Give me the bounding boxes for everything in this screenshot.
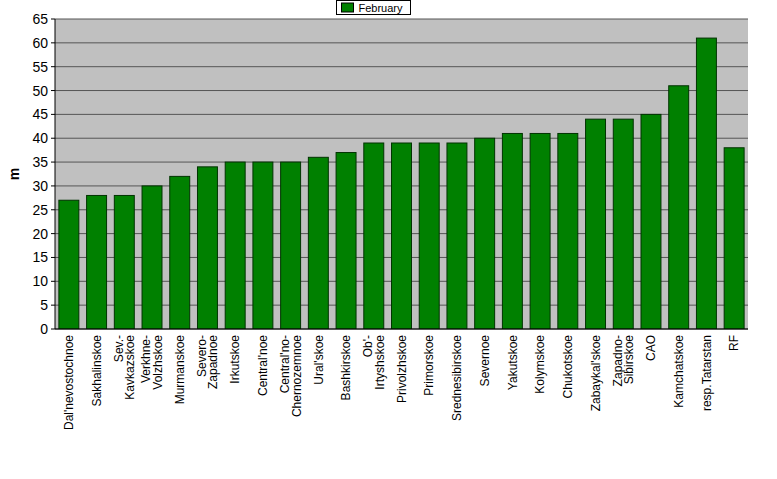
tick-mark bbox=[51, 138, 55, 139]
bar bbox=[308, 157, 328, 329]
tick-label: 35 bbox=[32, 154, 48, 170]
category-label: Primorskoe bbox=[422, 335, 436, 396]
category-label: Central'no-Chernozemnoe bbox=[278, 335, 304, 417]
tick-mark bbox=[51, 162, 55, 163]
grid-line bbox=[55, 329, 748, 330]
category-label: Murmanskoe bbox=[173, 335, 187, 405]
bar bbox=[336, 153, 356, 329]
bar bbox=[447, 143, 467, 329]
tick-label: 5 bbox=[40, 297, 48, 313]
tick-label: 0 bbox=[40, 321, 48, 337]
category-label: CAO bbox=[644, 335, 658, 361]
bar bbox=[586, 119, 606, 329]
plot-background bbox=[55, 19, 748, 329]
bar bbox=[281, 162, 301, 329]
bar bbox=[87, 195, 107, 329]
legend-box bbox=[337, 1, 411, 15]
tick-label: 20 bbox=[32, 226, 48, 242]
tick-label: 25 bbox=[32, 202, 48, 218]
bar bbox=[419, 143, 439, 329]
tick-mark bbox=[51, 209, 55, 210]
tick-label: 40 bbox=[32, 130, 48, 146]
category-label: Sakhalinskoe bbox=[90, 335, 104, 407]
grid-line bbox=[55, 42, 748, 43]
tick-label: 55 bbox=[32, 59, 48, 75]
category-label: resp.Tatarstan bbox=[700, 335, 714, 411]
tick-label: 10 bbox=[32, 273, 48, 289]
bars bbox=[59, 38, 744, 329]
category-label: Chukotskoe bbox=[561, 335, 575, 399]
tick-label: 50 bbox=[32, 83, 48, 99]
bar bbox=[59, 200, 79, 329]
category-label: Ural'skoe bbox=[312, 335, 326, 385]
tick-mark bbox=[51, 305, 55, 306]
category-label: Yakutskoe bbox=[506, 335, 520, 390]
category-label: Severo-Zapadnoe bbox=[195, 335, 221, 389]
tick-mark bbox=[51, 66, 55, 67]
tick-label: 60 bbox=[32, 35, 48, 51]
category-label: Severnoe bbox=[478, 335, 492, 387]
category-label: RF bbox=[727, 335, 741, 351]
bar bbox=[114, 195, 134, 329]
y-axis-label: m bbox=[6, 168, 22, 180]
chart: 0 5 10 15 20 25 30 35 40 45 50 55 60 65 Dal'nevostochn… bbox=[0, 0, 777, 479]
legend-label: February bbox=[359, 2, 404, 14]
tick-mark bbox=[51, 329, 55, 330]
category-label: Zabaykal'skoe bbox=[589, 335, 603, 412]
category-label: Irkutskoe bbox=[228, 335, 242, 384]
bar bbox=[613, 119, 633, 329]
category-label: Zapadno-Sibirskoe bbox=[611, 335, 637, 387]
bar bbox=[225, 162, 245, 329]
bar bbox=[253, 162, 273, 329]
tick-mark bbox=[51, 233, 55, 234]
x-axis bbox=[55, 329, 748, 330]
grid-line bbox=[55, 90, 748, 91]
bar bbox=[364, 143, 384, 329]
tick-label: 65 bbox=[32, 11, 48, 27]
category-label: Kolymskoe bbox=[533, 335, 547, 394]
legend-swatch bbox=[342, 3, 354, 12]
bar bbox=[392, 143, 412, 329]
tick-label: 15 bbox=[32, 249, 48, 265]
tick-mark bbox=[51, 185, 55, 186]
category-label: Dal'nevostochnoe bbox=[62, 335, 76, 430]
bar bbox=[475, 138, 495, 329]
bar bbox=[142, 186, 162, 329]
tick-label: 45 bbox=[32, 106, 48, 122]
bar bbox=[641, 114, 661, 329]
category-label: Sev.-Kavkazskoe bbox=[112, 335, 138, 400]
category-label: Srednesibirskoe bbox=[450, 335, 464, 421]
bar bbox=[502, 133, 522, 329]
tick-label: 30 bbox=[32, 178, 48, 194]
bar bbox=[558, 133, 578, 329]
category-label: Kamchatskoe bbox=[672, 335, 686, 408]
bar bbox=[197, 167, 217, 329]
category-label: Privolzhskoe bbox=[395, 335, 409, 403]
grid-line bbox=[55, 66, 748, 67]
bar bbox=[696, 38, 716, 329]
bar bbox=[530, 133, 550, 329]
bar bbox=[170, 176, 190, 329]
category-label: Ob'-Irtyshskoe bbox=[361, 335, 387, 390]
tick-mark bbox=[51, 281, 55, 282]
bar bbox=[724, 148, 744, 329]
tick-mark bbox=[51, 19, 55, 20]
tick-mark bbox=[51, 90, 55, 91]
bar bbox=[669, 86, 689, 329]
tick-mark bbox=[51, 42, 55, 43]
tick-mark bbox=[51, 114, 55, 115]
legend: February bbox=[337, 1, 411, 15]
tick-mark bbox=[51, 257, 55, 258]
category-label: Central'noe bbox=[256, 335, 270, 396]
category-label: Verkhne-Volzhskoe bbox=[139, 335, 165, 390]
grid-line bbox=[55, 19, 748, 20]
y-axis bbox=[55, 19, 56, 329]
category-label: Bashkirskoe bbox=[339, 335, 353, 401]
